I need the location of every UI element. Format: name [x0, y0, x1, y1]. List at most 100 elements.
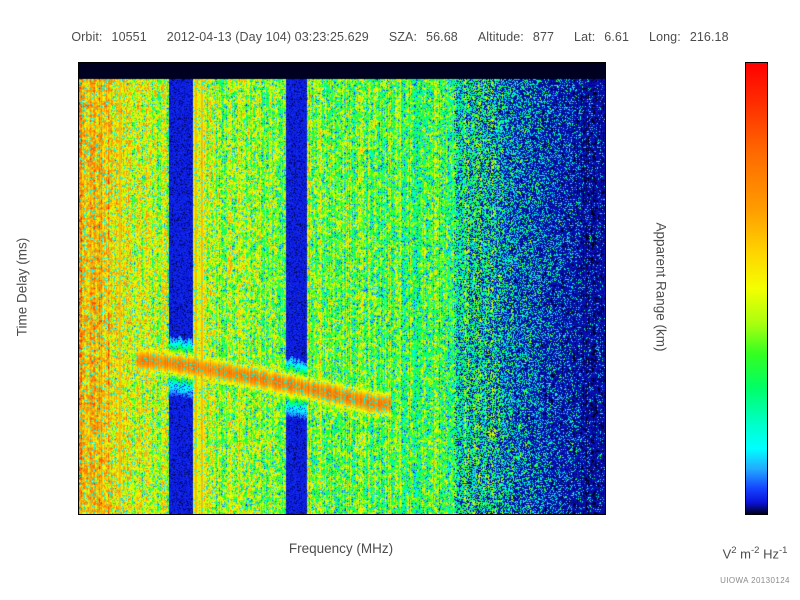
x-tick-minor-top [157, 62, 158, 63]
x-tick-minor-top [284, 62, 285, 63]
colorbar-tick-major [767, 119, 768, 120]
x-tick-major [556, 514, 557, 515]
unit-hz-exp: -1 [778, 545, 788, 556]
x-tick-minor [196, 514, 197, 515]
colorbar: 10-910-1010-1110-1210-1310-1410-1510-161… [745, 62, 768, 515]
x-tick-minor [537, 514, 538, 515]
x-tick-minor [235, 514, 236, 515]
x-tick-minor-top [537, 62, 538, 63]
y-tick-major-left [78, 424, 79, 425]
x-tick-minor [566, 514, 567, 515]
long-value: 216.18 [689, 30, 729, 44]
x-tick-minor-top [449, 62, 450, 63]
colorbar-tick-minor [745, 367, 746, 368]
colorbar-tick-minor [767, 108, 768, 109]
x-tick-minor-top [254, 62, 255, 63]
metadata-header: Orbit: 10551 2012-04-13 (Day 104) 03:23:25… [0, 30, 800, 44]
x-tick-minor-top [420, 62, 421, 63]
colorbar-tick-minor [767, 311, 768, 312]
colorbar-tick-minor [767, 86, 768, 87]
y-tick-major-right [605, 143, 606, 144]
colorbar-tick-minor [745, 379, 746, 380]
x-tick-minor-top [118, 62, 119, 63]
colorbar-tick-major [745, 401, 746, 402]
y-tick-minor-left [78, 514, 79, 515]
x-tick-minor [284, 514, 285, 515]
y-tick-minor-left [78, 273, 79, 274]
y-tick-major-left [78, 304, 79, 305]
x-tick-minor-top [89, 62, 90, 63]
colorbar-tick-major [767, 63, 768, 64]
colorbar-tick-minor [767, 97, 768, 98]
colorbar-tick-minor [767, 390, 768, 391]
x-tick-minor [547, 514, 548, 515]
y-axis-title-left: Time Delay (ms) [14, 237, 30, 337]
x-tick-minor [137, 514, 138, 515]
x-tick-minor [89, 514, 90, 515]
y-tick-major-left [78, 484, 79, 485]
x-tick-minor-top [215, 62, 216, 63]
colorbar-tick-minor [767, 131, 768, 132]
orbit-value: 10551 [111, 30, 147, 44]
x-tick-minor-top [586, 62, 587, 63]
x-tick-minor-top [400, 62, 401, 63]
colorbar-tick-minor [745, 86, 746, 87]
x-tick-minor-top [137, 62, 138, 63]
unit-v-exp: 2 [731, 545, 737, 556]
colorbar-tick-minor [767, 266, 768, 267]
x-tick-minor [206, 514, 207, 515]
credit-line: UIOWA 20130124 [720, 576, 790, 585]
x-tick-minor-top [566, 62, 567, 63]
x-tick-minor [508, 514, 509, 515]
colorbar-tick-minor [745, 198, 746, 199]
x-tick-minor [400, 514, 401, 515]
colorbar-tick-minor [745, 322, 746, 323]
colorbar-tick-major [745, 345, 746, 346]
y-tick-major-right [605, 63, 606, 64]
colorbar-tick-minor [745, 413, 746, 414]
colorbar-tick-minor [767, 413, 768, 414]
x-tick-minor [430, 514, 431, 515]
observation-datetime: 2012-04-13 (Day 104) 03:23:25.629 [166, 30, 369, 44]
x-tick-minor [371, 514, 372, 515]
x-tick-minor [605, 514, 606, 515]
x-tick-minor-top [98, 62, 99, 63]
y-tick-minor-left [78, 394, 79, 395]
colorbar-tick-minor [767, 367, 768, 368]
colorbar-tick-minor [767, 74, 768, 75]
colorbar-tick-minor [767, 187, 768, 188]
colorbar-tick-minor [745, 311, 746, 312]
unit-m: m [736, 546, 752, 562]
x-tick-minor [147, 514, 148, 515]
x-tick-minor-top [556, 62, 557, 63]
x-tick-minor [469, 514, 470, 515]
x-tick-minor-top [332, 62, 333, 63]
colorbar-tick-minor [745, 221, 746, 222]
x-tick-major [459, 514, 460, 515]
colorbar-tick-minor [745, 435, 746, 436]
colorbar-tick-minor [745, 446, 746, 447]
x-axis-title: Frequency (MHz) [288, 541, 394, 556]
x-tick-minor-top [508, 62, 509, 63]
x-tick-minor [498, 514, 499, 515]
x-tick-minor [215, 514, 216, 515]
lat-value: 6.61 [604, 30, 630, 44]
colorbar-tick-minor [767, 277, 768, 278]
x-tick-minor [420, 514, 421, 515]
colorbar-tick-minor [767, 153, 768, 154]
colorbar-tick-minor [767, 210, 768, 211]
x-tick-minor [527, 514, 528, 515]
x-tick-minor [439, 514, 440, 515]
colorbar-tick-major [745, 232, 746, 233]
y-tick-major-right [605, 304, 606, 305]
altitude-value: 877 [532, 30, 555, 44]
x-tick-minor-top [186, 62, 187, 63]
colorbar-gradient [746, 63, 767, 514]
x-tick-minor-top [459, 62, 460, 63]
y-tick-major-left [78, 123, 79, 124]
x-tick-minor-top [439, 62, 440, 63]
y-tick-major-left [78, 183, 79, 184]
sza-value: 56.68 [426, 30, 458, 44]
x-tick-minor-top [342, 62, 343, 63]
x-tick-minor [108, 514, 109, 515]
